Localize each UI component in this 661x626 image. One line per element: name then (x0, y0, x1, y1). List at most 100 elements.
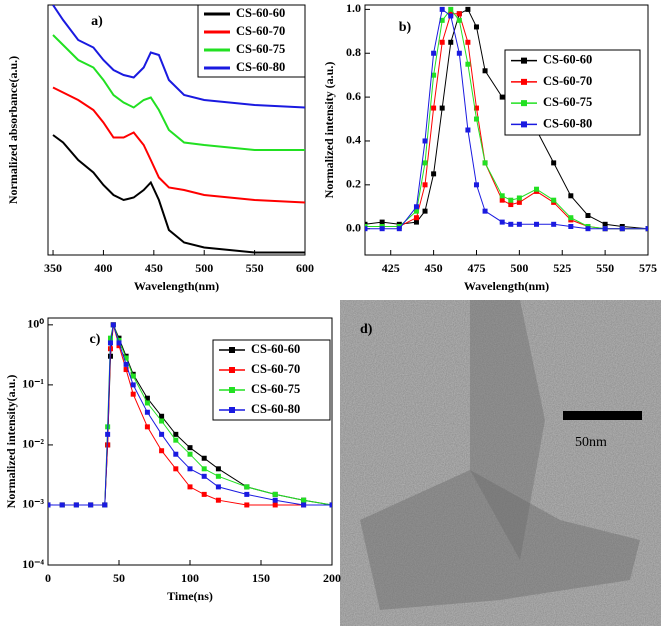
legend-label: CS-60-80 (251, 402, 300, 416)
x-tick-label: 0 (45, 571, 51, 585)
marker (201, 455, 207, 461)
series-line (52, 34, 305, 151)
marker (422, 182, 428, 188)
marker (439, 105, 445, 111)
marker (439, 6, 445, 12)
marker (413, 208, 419, 214)
x-tick-label: 400 (94, 261, 112, 275)
legend-label: CS-60-75 (251, 382, 300, 396)
marker (88, 502, 94, 508)
marker (482, 160, 488, 166)
panel-title: a) (91, 14, 103, 29)
marker (107, 340, 113, 346)
marker (107, 335, 113, 341)
marker (482, 68, 488, 74)
marker (516, 199, 522, 205)
legend-marker (229, 367, 235, 373)
marker (159, 448, 165, 454)
legend-label: CS-60-70 (251, 362, 300, 376)
y-tick-label: 0.6 (346, 89, 361, 103)
panel-label: d) (360, 322, 373, 337)
marker (499, 193, 505, 199)
y-tick-label: 0.8 (346, 45, 361, 59)
marker (396, 226, 402, 232)
legend-marker (229, 407, 235, 413)
series-line (365, 8, 648, 230)
marker (413, 219, 419, 225)
x-tick-label: 200 (323, 571, 341, 585)
x-tick-label: 475 (467, 261, 485, 275)
marker (329, 502, 332, 508)
marker (602, 226, 608, 232)
marker (201, 491, 207, 497)
marker (116, 343, 122, 349)
marker (73, 502, 79, 508)
marker (585, 226, 591, 232)
marker (123, 355, 129, 361)
marker (187, 445, 193, 451)
scale-bar-label: 50nm (575, 435, 607, 450)
legend-label: CS-60-70 (236, 24, 285, 38)
y-axis-label: Normalized intensity (a.u.) (322, 62, 336, 199)
marker (448, 39, 454, 45)
marker (130, 382, 136, 388)
marker (365, 226, 368, 232)
plot-frame (364, 4, 649, 256)
marker (431, 171, 437, 177)
marker (301, 502, 307, 508)
series-line (52, 134, 305, 254)
marker (187, 451, 193, 457)
y-tick-label: 0.4 (346, 133, 361, 147)
x-tick-label: 50 (113, 571, 125, 585)
marker (173, 431, 179, 437)
y-tick-label: 10⁻³ (22, 497, 44, 511)
marker (144, 400, 150, 406)
marker (244, 484, 250, 490)
legend-box (504, 49, 641, 136)
plot-area (48, 322, 332, 508)
series-line (52, 86, 305, 204)
legend-label: CS-60-60 (251, 342, 300, 356)
scale-bar (563, 411, 642, 420)
legend-label: CS-60-60 (236, 6, 285, 20)
marker (59, 502, 65, 508)
y-tick-label: 10⁻⁴ (22, 557, 44, 571)
legend-label: CS-60-80 (236, 60, 285, 74)
y-tick-label: 0.2 (346, 177, 361, 191)
marker (439, 17, 445, 23)
nanocrystal-region (360, 470, 640, 610)
y-tick-label: 1.0 (346, 1, 361, 15)
plot-area (52, 5, 305, 254)
legend-label: CS-60-80 (543, 116, 592, 130)
chart-panel: 350 400 450 500 550 600 Wavelength(nm) Normaliz… (6, 4, 314, 293)
legend-box (197, 4, 306, 78)
marker (215, 497, 221, 503)
plot-area (365, 6, 648, 232)
chart-panel: 425 450 475 500 525 550 575 0.0 0.2 0.4 0.6 0.8 1.0 W… (322, 1, 657, 293)
marker (568, 193, 574, 199)
marker (508, 221, 514, 227)
tem-image-panel: 50nm d) (340, 300, 661, 626)
marker (516, 195, 522, 201)
marker (465, 61, 471, 67)
marker (619, 226, 625, 232)
marker (159, 418, 165, 424)
x-tick-label: 425 (382, 261, 400, 275)
panel-title: b) (399, 20, 412, 35)
x-axis-label: Wavelength(nm) (134, 279, 219, 293)
marker (413, 215, 419, 221)
marker (473, 116, 479, 122)
marker (123, 367, 129, 373)
marker (130, 373, 136, 379)
marker (448, 13, 454, 19)
legend-label: CS-60-75 (236, 42, 285, 56)
marker (244, 491, 250, 497)
marker (301, 497, 307, 503)
marker (422, 208, 428, 214)
marker (499, 94, 505, 100)
legend-box (212, 339, 331, 421)
marker (187, 484, 193, 490)
marker (456, 11, 462, 17)
y-axis-label: Normalized absorbance(a.u.) (6, 56, 20, 204)
